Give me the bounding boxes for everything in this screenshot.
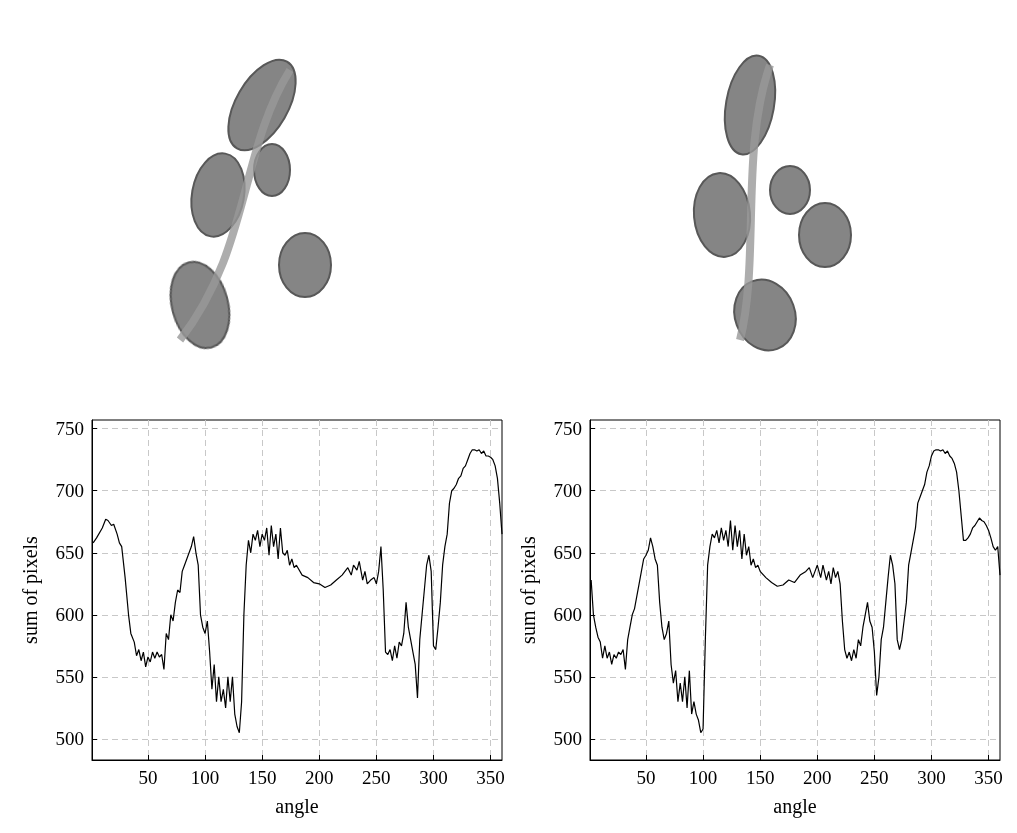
svg-text:100: 100 — [689, 767, 718, 788]
svg-text:600: 600 — [56, 604, 85, 625]
svg-text:angle: angle — [275, 795, 318, 818]
svg-text:750: 750 — [56, 418, 85, 439]
svg-text:sum of pixels: sum of pixels — [517, 536, 540, 644]
svg-text:600: 600 — [554, 604, 583, 625]
svg-text:300: 300 — [419, 767, 448, 788]
svg-text:200: 200 — [803, 767, 832, 788]
svg-text:250: 250 — [860, 767, 889, 788]
svg-text:150: 150 — [248, 767, 277, 788]
svg-text:100: 100 — [191, 767, 220, 788]
svg-text:angle: angle — [773, 795, 816, 818]
svg-text:150: 150 — [746, 767, 775, 788]
svg-text:500: 500 — [56, 728, 85, 749]
svg-text:sum of pixels: sum of pixels — [19, 536, 42, 644]
svg-text:350: 350 — [476, 767, 505, 788]
svg-text:50: 50 — [138, 767, 157, 788]
svg-text:200: 200 — [305, 767, 334, 788]
svg-text:550: 550 — [554, 666, 583, 687]
svg-text:700: 700 — [56, 480, 85, 501]
svg-text:500: 500 — [554, 728, 583, 749]
svg-text:650: 650 — [56, 542, 85, 563]
svg-text:550: 550 — [56, 666, 85, 687]
svg-text:350: 350 — [974, 767, 1003, 788]
svg-text:50: 50 — [636, 767, 655, 788]
svg-text:650: 650 — [554, 542, 583, 563]
svg-text:700: 700 — [554, 480, 583, 501]
svg-text:300: 300 — [917, 767, 946, 788]
svg-text:250: 250 — [362, 767, 391, 788]
svg-text:750: 750 — [554, 418, 583, 439]
